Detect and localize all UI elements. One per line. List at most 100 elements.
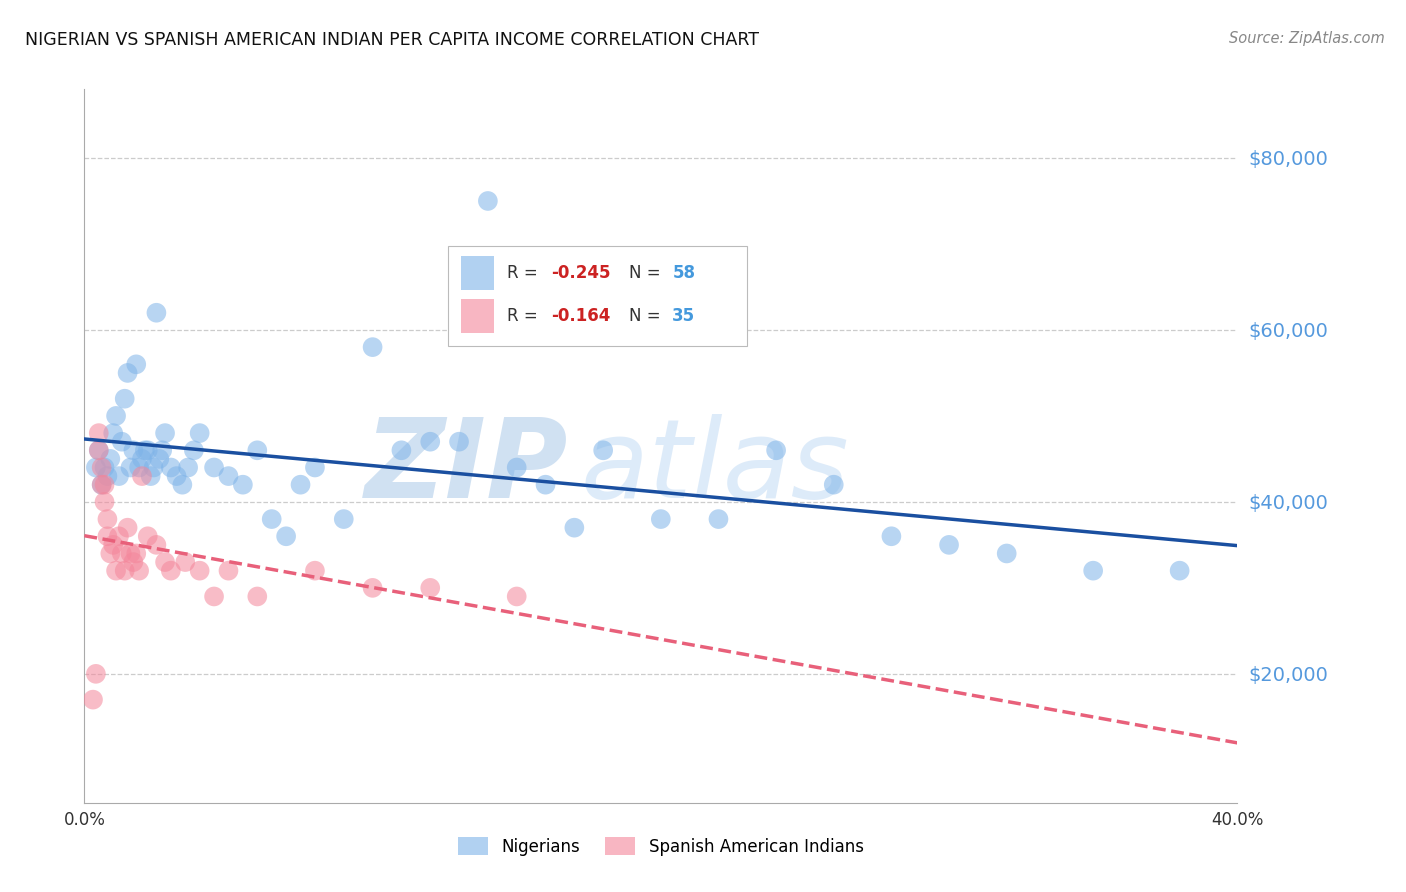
Point <box>246 590 269 604</box>
Point <box>84 666 107 681</box>
Point <box>142 460 165 475</box>
Point <box>218 469 240 483</box>
Point <box>131 451 153 466</box>
Point <box>87 443 110 458</box>
Point <box>391 443 413 458</box>
Point <box>145 538 167 552</box>
Point <box>105 409 128 423</box>
Point <box>84 460 107 475</box>
Point <box>93 477 115 491</box>
Point <box>232 477 254 491</box>
Text: 35: 35 <box>672 307 696 325</box>
Point <box>108 529 131 543</box>
Point <box>136 443 159 458</box>
Point <box>128 564 150 578</box>
Point <box>188 564 211 578</box>
Point <box>145 306 167 320</box>
Point <box>114 392 136 406</box>
Point <box>96 529 118 543</box>
Point <box>98 546 121 560</box>
Point <box>506 460 529 475</box>
Point <box>823 477 845 491</box>
Bar <box>461 299 494 334</box>
Point <box>177 460 200 475</box>
Point <box>87 443 110 458</box>
Point <box>174 555 197 569</box>
Point <box>128 460 150 475</box>
Point <box>108 469 131 483</box>
Text: -0.245: -0.245 <box>551 264 610 282</box>
Point <box>160 460 183 475</box>
Point <box>166 469 188 483</box>
Point <box>880 529 903 543</box>
Point <box>304 460 326 475</box>
Point <box>188 426 211 441</box>
Point <box>114 564 136 578</box>
Point <box>419 581 441 595</box>
Bar <box>461 256 494 291</box>
Point <box>87 426 110 441</box>
Point <box>125 546 148 560</box>
Point <box>304 564 326 578</box>
Text: 58: 58 <box>672 264 696 282</box>
Point <box>290 477 312 491</box>
Text: ZIP: ZIP <box>366 414 568 521</box>
Point <box>125 357 148 371</box>
Point <box>90 477 112 491</box>
Point <box>172 477 194 491</box>
Point <box>160 564 183 578</box>
Point <box>90 460 112 475</box>
Point <box>111 434 134 449</box>
Point <box>1083 564 1105 578</box>
Text: N =: N = <box>628 264 665 282</box>
Point <box>153 555 176 569</box>
Point <box>260 512 283 526</box>
Point <box>361 581 384 595</box>
Point <box>153 426 176 441</box>
Point <box>111 546 134 560</box>
Point <box>117 366 139 380</box>
Point <box>82 692 104 706</box>
Point <box>202 460 225 475</box>
Point <box>122 443 145 458</box>
Point <box>506 590 529 604</box>
Point <box>120 460 142 475</box>
Point <box>995 546 1018 560</box>
Point <box>183 443 205 458</box>
Point <box>361 340 384 354</box>
Text: NIGERIAN VS SPANISH AMERICAN INDIAN PER CAPITA INCOME CORRELATION CHART: NIGERIAN VS SPANISH AMERICAN INDIAN PER … <box>25 31 759 49</box>
Point <box>139 469 162 483</box>
Point <box>1168 564 1191 578</box>
Point <box>98 451 121 466</box>
Point <box>103 538 124 552</box>
Point <box>765 443 787 458</box>
Point <box>707 512 730 526</box>
Point <box>117 521 139 535</box>
Point <box>650 512 672 526</box>
Point <box>449 434 471 449</box>
Point <box>120 546 142 560</box>
Point <box>90 477 112 491</box>
Point <box>122 555 145 569</box>
Point <box>96 512 118 526</box>
Point <box>136 529 159 543</box>
Legend: Nigerians, Spanish American Indians: Nigerians, Spanish American Indians <box>451 830 870 863</box>
Text: Source: ZipAtlas.com: Source: ZipAtlas.com <box>1229 31 1385 46</box>
Point <box>592 443 614 458</box>
Point <box>477 194 499 208</box>
Point <box>93 495 115 509</box>
Point <box>105 564 128 578</box>
Point <box>150 443 173 458</box>
Text: N =: N = <box>628 307 665 325</box>
Text: atlas: atlas <box>581 414 849 521</box>
Text: R =: R = <box>508 307 544 325</box>
Point <box>202 590 225 604</box>
Point <box>134 443 156 458</box>
Point <box>564 521 586 535</box>
Point <box>148 451 170 466</box>
Point <box>131 469 153 483</box>
Point <box>103 426 124 441</box>
FancyBboxPatch shape <box>447 246 748 346</box>
Point <box>96 469 118 483</box>
Text: R =: R = <box>508 264 544 282</box>
